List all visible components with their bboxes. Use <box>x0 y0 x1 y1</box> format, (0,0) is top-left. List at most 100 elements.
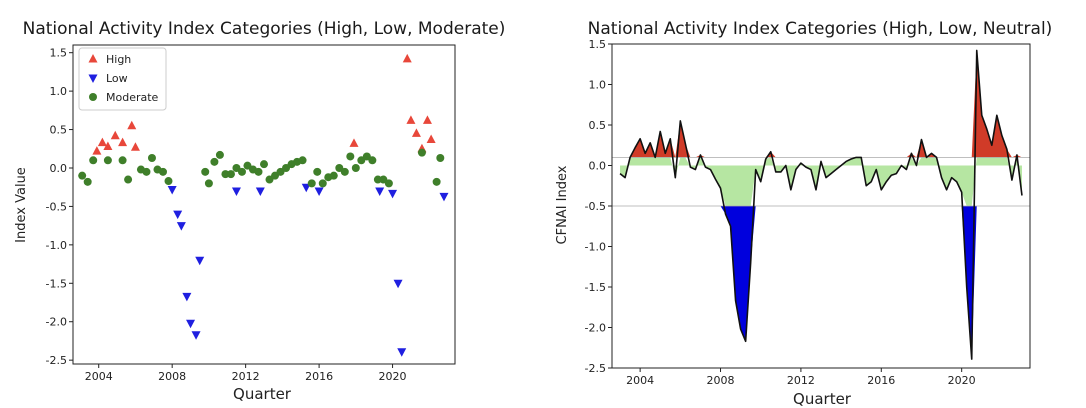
cfnai-line <box>619 49 1023 360</box>
data-point-low <box>176 222 186 231</box>
legend-label: Low <box>106 72 128 85</box>
y-tick-label: 1.5 <box>50 47 68 60</box>
data-point-high <box>127 120 137 130</box>
data-point-moderate <box>201 167 210 176</box>
x-tick-label: 2020 <box>948 374 976 387</box>
data-point-moderate <box>313 167 322 176</box>
data-point-high <box>411 128 421 137</box>
data-point-moderate <box>142 167 151 176</box>
data-point-low <box>173 210 183 220</box>
data-point-low <box>195 256 205 266</box>
data-point-high <box>349 138 359 147</box>
data-point-moderate <box>340 167 349 176</box>
data-point-moderate <box>368 156 377 165</box>
neutral-area <box>620 157 1022 206</box>
data-point-moderate <box>147 153 156 162</box>
legend-label: Moderate <box>106 91 159 104</box>
y-tick-label: -2.0 <box>46 316 67 329</box>
data-point-high <box>426 134 436 144</box>
data-point-low <box>191 331 201 340</box>
data-point-moderate <box>417 148 426 157</box>
data-point-moderate <box>221 170 230 179</box>
y-tick-label: -0.5 <box>46 200 67 213</box>
scatter-chart: National Activity Index Categories (High… <box>14 19 505 403</box>
data-point-low <box>182 292 192 302</box>
y-tick-label: -1.0 <box>46 239 67 252</box>
data-point-high <box>422 115 432 124</box>
data-point-moderate <box>89 156 98 165</box>
x-tick-label: 2020 <box>379 370 407 383</box>
legend: High Low Moderate <box>78 47 167 111</box>
data-point-moderate <box>215 150 224 159</box>
data-point-moderate <box>373 175 382 184</box>
x-tick-label: 2004 <box>85 370 113 383</box>
x-tick-label: 2012 <box>232 370 260 383</box>
data-point-moderate <box>226 170 235 179</box>
series-moderate <box>78 148 445 188</box>
x-tick-label: 2016 <box>305 370 333 383</box>
y-tick-label: 0.0 <box>50 162 68 175</box>
data-point-moderate <box>329 171 338 180</box>
data-point-moderate <box>124 175 133 184</box>
data-point-moderate <box>346 152 355 161</box>
data-point-high <box>118 137 128 147</box>
y-tick-label: 0.0 <box>589 160 607 173</box>
y-tick-label: 1.0 <box>50 85 68 98</box>
legend-marker-moderate <box>89 93 97 101</box>
data-point-high <box>97 137 107 147</box>
data-point-moderate <box>436 153 445 162</box>
data-point-high <box>406 115 416 124</box>
plot-area: 1.5 1.0 0.5 0.0 -0.5 -1.0 -1.5 -2.0 -2.5 2004 2008… <box>46 44 456 383</box>
data-point-low <box>301 183 311 193</box>
y-tick-label: -2.0 <box>585 322 606 335</box>
plot-area: 1.5 1.0 0.5 0.0 -0.5 -1.0 -1.5 -2.0 -2.5 2004 2008… <box>585 38 1031 387</box>
series-high <box>92 53 436 155</box>
chart-title: National Activity Index Categories (High… <box>23 19 506 39</box>
y-tick-label: 0.5 <box>589 119 607 132</box>
data-point-high <box>402 53 412 63</box>
high-area <box>620 50 1022 158</box>
data-point-low <box>397 348 407 357</box>
data-point-low <box>393 279 403 289</box>
legend-box <box>78 47 167 111</box>
data-point-low <box>255 187 265 197</box>
y-tick-label: 1.5 <box>589 38 607 51</box>
x-tick-label: 2004 <box>626 374 654 387</box>
y-tick-label: -1.5 <box>46 277 67 290</box>
chart-title: National Activity Index Categories (High… <box>588 19 1053 39</box>
legend-marker-low <box>88 74 98 83</box>
plot-frame <box>72 44 456 365</box>
x-axis-label: Quarter <box>793 390 852 408</box>
data-point-low <box>186 319 196 329</box>
data-point-high <box>110 130 120 140</box>
y-tick-label: -1.0 <box>585 241 606 254</box>
low-area <box>620 206 1022 360</box>
x-tick-label: 2008 <box>158 370 186 383</box>
y-axis-label: CFNAI Index <box>555 165 570 244</box>
data-point-moderate <box>83 177 92 186</box>
data-point-moderate <box>432 177 441 186</box>
data-point-low <box>231 187 241 197</box>
y-tick-label: 0.5 <box>50 124 68 137</box>
data-point-moderate <box>254 167 263 176</box>
data-point-moderate <box>260 160 268 169</box>
data-point-moderate <box>210 157 219 166</box>
data-point-moderate <box>158 167 167 176</box>
area-chart: National Activity Index Categories (High… <box>555 19 1052 408</box>
data-point-moderate <box>318 179 327 188</box>
y-axis-label: Index Value <box>14 167 29 243</box>
data-point-moderate <box>204 179 213 188</box>
data-point-moderate <box>118 156 127 165</box>
y-tick-label: 1.0 <box>589 79 607 92</box>
x-tick-label: 2008 <box>707 374 735 387</box>
legend-marker-high <box>88 54 98 63</box>
data-point-moderate <box>384 179 393 188</box>
x-tick-label: 2016 <box>867 374 895 387</box>
data-point-low <box>375 187 385 197</box>
data-point-moderate <box>237 167 246 176</box>
data-point-moderate <box>307 179 316 188</box>
x-axis-label: Quarter <box>233 385 292 403</box>
data-point-low <box>167 186 177 195</box>
data-point-low <box>439 192 449 202</box>
data-point-high <box>103 141 113 150</box>
